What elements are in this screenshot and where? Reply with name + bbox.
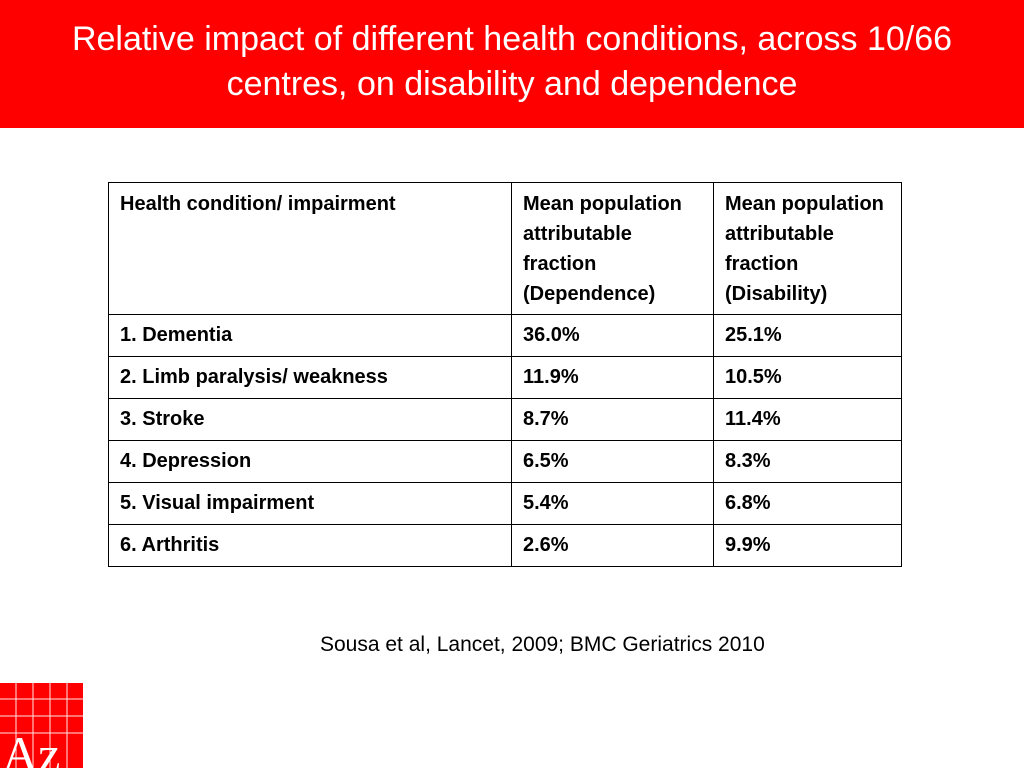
table-row: 2. Limb paralysis/ weakness 11.9% 10.5%: [108, 356, 902, 399]
disability-cell: 9.9%: [713, 524, 902, 567]
disability-cell: 25.1%: [713, 314, 902, 357]
title-bar: Relative impact of different health cond…: [0, 0, 1024, 128]
disability-cell: 10.5%: [713, 356, 902, 399]
health-conditions-table: Health condition/ impairment Mean popula…: [108, 182, 902, 567]
condition-cell: 1. Dementia: [108, 314, 512, 357]
dependence-cell: 5.4%: [511, 482, 714, 525]
table-row: 5. Visual impairment 5.4% 6.8%: [108, 482, 902, 525]
disability-cell: 8.3%: [713, 440, 902, 483]
table-row: 6. Arthritis 2.6% 9.9%: [108, 524, 902, 567]
header-paf-disability: Mean population attributable fraction (D…: [713, 182, 902, 315]
disability-cell: 6.8%: [713, 482, 902, 525]
dependence-cell: 6.5%: [511, 440, 714, 483]
table-row: 4. Depression 6.5% 8.3%: [108, 440, 902, 483]
header-paf-dependence: Mean population attributable fraction (D…: [511, 182, 714, 315]
dependence-cell: 8.7%: [511, 398, 714, 441]
dependence-cell: 11.9%: [511, 356, 714, 399]
dependence-cell: 36.0%: [511, 314, 714, 357]
disability-cell: 11.4%: [713, 398, 902, 441]
table-row: 3. Stroke 8.7% 11.4%: [108, 398, 902, 441]
condition-cell: 2. Limb paralysis/ weakness: [108, 356, 512, 399]
az-logo-mark: Az: [0, 683, 83, 768]
dependence-cell: 2.6%: [511, 524, 714, 567]
az-logo: Az: [0, 683, 83, 768]
condition-cell: 3. Stroke: [108, 398, 512, 441]
table-row: 1. Dementia 36.0% 25.1%: [108, 314, 902, 357]
condition-cell: 6. Arthritis: [108, 524, 512, 567]
condition-cell: 4. Depression: [108, 440, 512, 483]
citation-text: Sousa et al, Lancet, 2009; BMC Geriatric…: [320, 633, 765, 656]
slide-title: Relative impact of different health cond…: [71, 20, 953, 103]
table-header-row: Health condition/ impairment Mean popula…: [108, 182, 902, 315]
header-health-condition: Health condition/ impairment: [108, 182, 512, 315]
az-logo-text: Az: [2, 726, 60, 768]
condition-cell: 5. Visual impairment: [108, 482, 512, 525]
